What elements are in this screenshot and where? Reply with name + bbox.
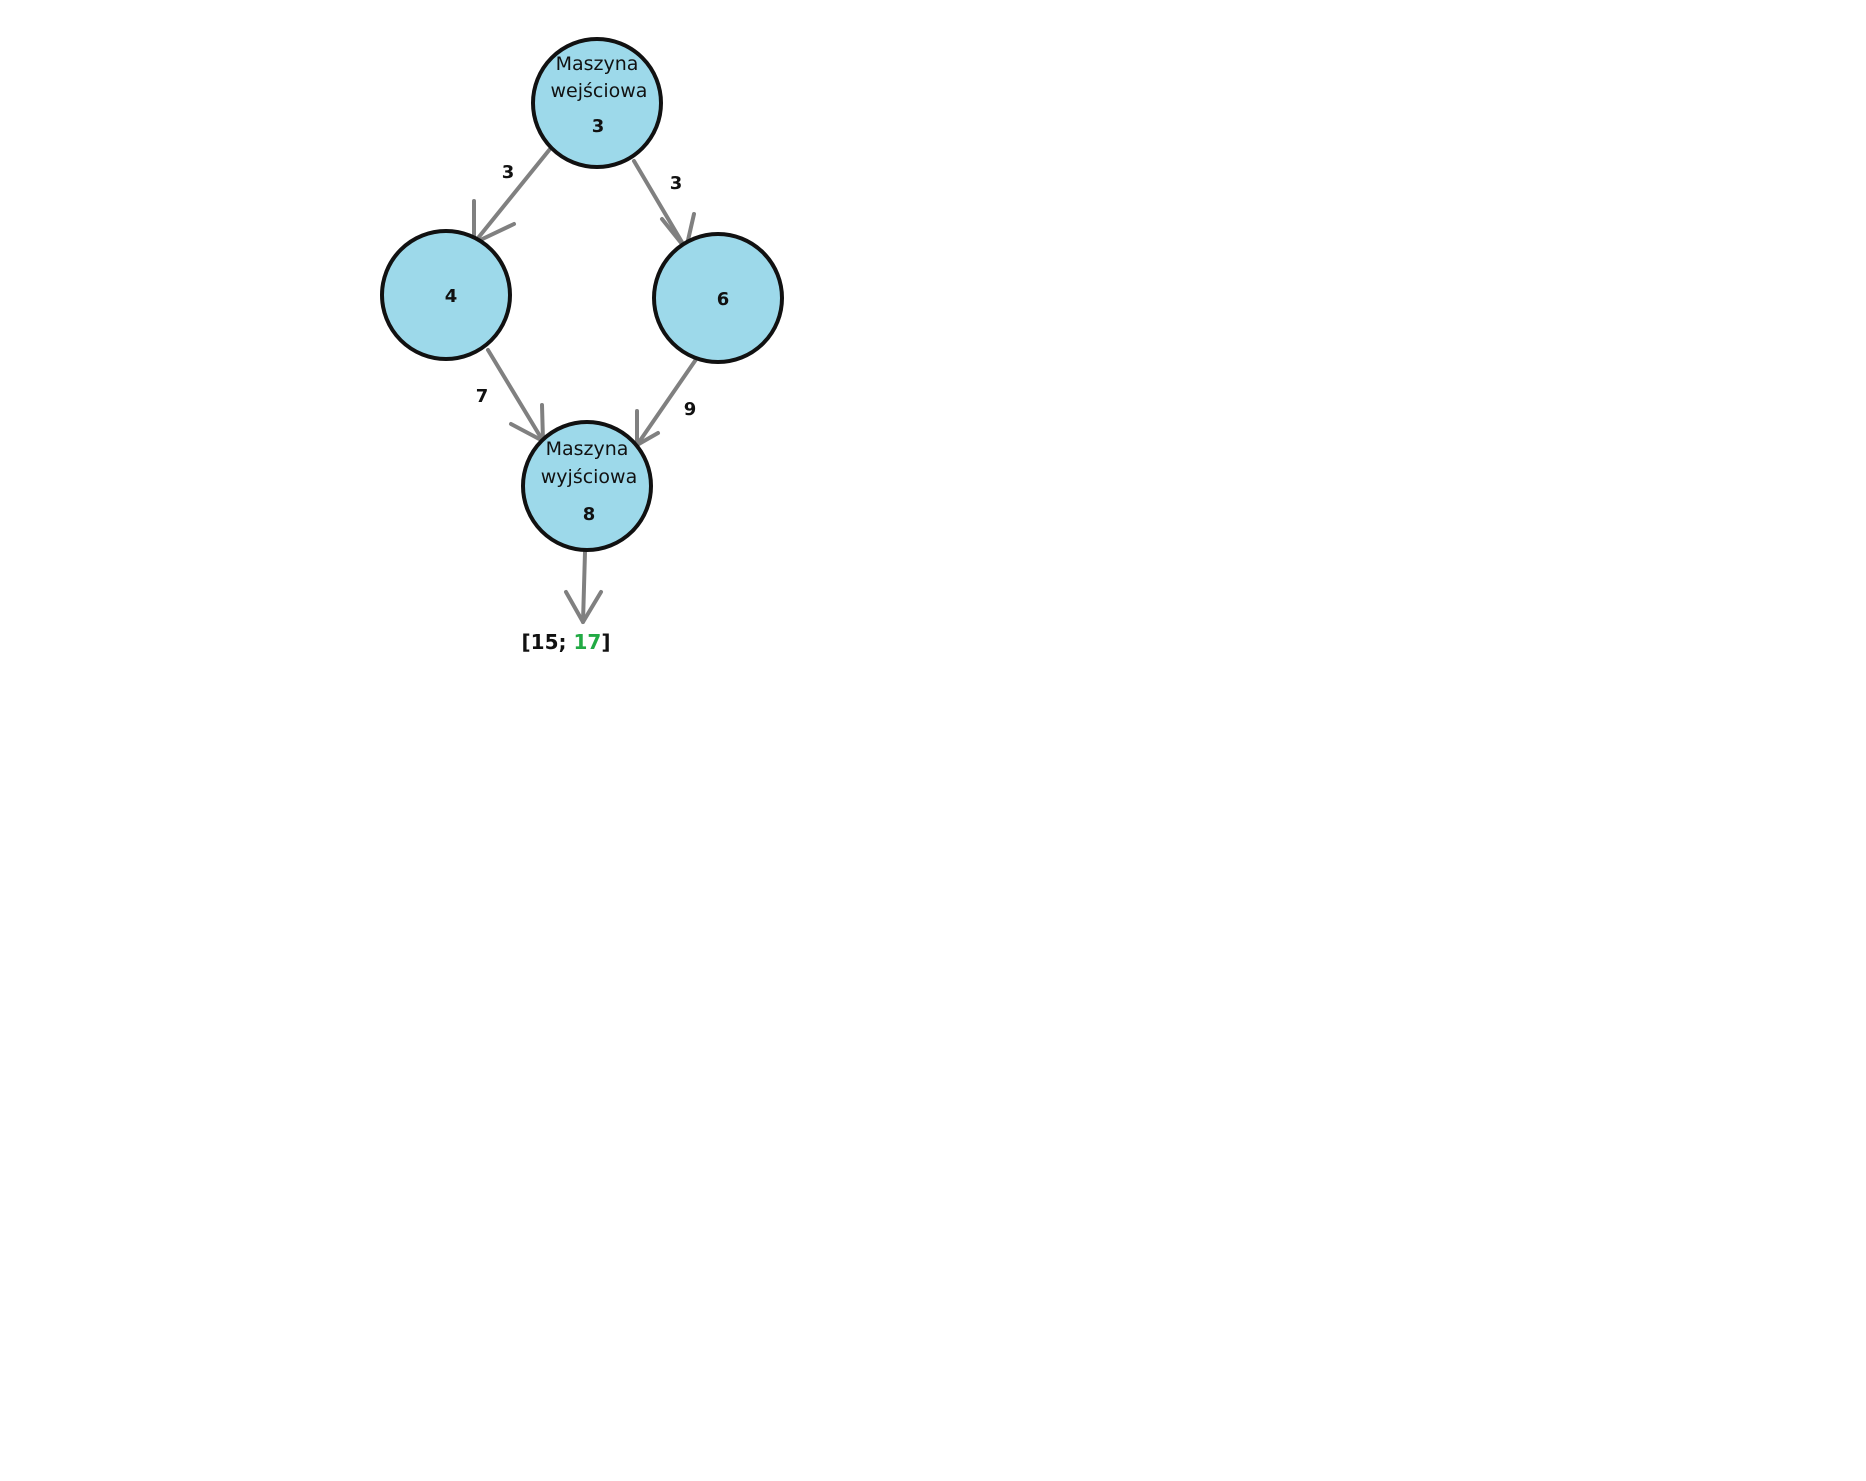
result-second-value: 17: [573, 630, 601, 654]
node-output-label-line-2: wyjściowa: [541, 466, 638, 488]
node-input-value: 3: [592, 116, 605, 137]
result-close-bracket: ]: [601, 630, 610, 654]
node-left: 4: [380, 229, 512, 361]
node-input-machine: Maszyna wejściowa 3: [531, 37, 663, 169]
edge-output-result: [581, 550, 587, 624]
edge-weight-input-right: 3: [670, 173, 683, 194]
edge-weights: 3 3 7 9: [476, 162, 697, 420]
edge-weight-right-output: 9: [684, 399, 697, 420]
result-interval: [15; 17]: [522, 630, 611, 654]
node-right-value: 6: [717, 289, 730, 310]
edge-input-left: [472, 147, 552, 245]
result-first-value: 15: [531, 630, 559, 654]
node-input-circle: [531, 37, 663, 169]
node-input-label-line-2: wejściowa: [551, 80, 648, 102]
edge-weight-left-output: 7: [476, 386, 489, 407]
result-separator: ;: [559, 630, 574, 654]
node-right: 6: [652, 232, 784, 364]
node-left-value: 4: [445, 286, 458, 307]
node-output-machine: Maszyna wyjściowa 8: [521, 420, 653, 552]
edge-input-right: [632, 159, 688, 251]
edge-weight-input-left: 3: [502, 162, 515, 183]
result-open-bracket: [: [522, 630, 531, 654]
node-input-label-line-1: Maszyna: [556, 53, 639, 75]
node-left-circle: [380, 229, 512, 361]
node-right-circle: [652, 232, 784, 364]
edge-output-result-arrowhead: [564, 590, 603, 624]
node-output-value: 8: [583, 504, 596, 525]
node-output-circle: [521, 420, 653, 552]
edge-left-output: [486, 348, 545, 443]
edge-right-output: [635, 356, 699, 447]
node-output-label-line-1: Maszyna: [546, 438, 629, 460]
